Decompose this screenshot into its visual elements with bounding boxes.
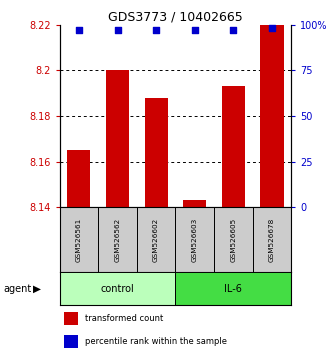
Text: control: control	[101, 284, 134, 293]
Bar	[222, 86, 245, 207]
Bar	[175, 207, 214, 272]
Bar	[60, 272, 175, 305]
Text: ▶: ▶	[33, 284, 41, 293]
Text: GSM526678: GSM526678	[269, 218, 275, 262]
Bar	[64, 312, 78, 325]
Bar	[60, 207, 98, 272]
Text: GSM526562: GSM526562	[115, 218, 120, 262]
Title: GDS3773 / 10402665: GDS3773 / 10402665	[108, 11, 243, 24]
Point	[192, 27, 197, 33]
Bar	[214, 207, 253, 272]
Bar	[253, 207, 291, 272]
Point	[115, 27, 120, 33]
Text: agent: agent	[3, 284, 31, 293]
Text: transformed count: transformed count	[85, 314, 163, 323]
Bar	[64, 335, 78, 348]
Bar	[183, 200, 206, 207]
Bar	[260, 25, 284, 207]
Text: GSM526561: GSM526561	[76, 218, 82, 262]
Bar	[67, 150, 90, 207]
Bar	[106, 70, 129, 207]
Text: IL-6: IL-6	[224, 284, 242, 293]
Point	[154, 27, 159, 33]
Point	[76, 27, 81, 33]
Bar	[98, 207, 137, 272]
Bar	[175, 272, 291, 305]
Point	[231, 27, 236, 33]
Bar	[145, 98, 168, 207]
Text: GSM526605: GSM526605	[230, 218, 236, 262]
Text: percentile rank within the sample: percentile rank within the sample	[85, 337, 227, 346]
Text: GSM526603: GSM526603	[192, 218, 198, 262]
Text: GSM526602: GSM526602	[153, 218, 159, 262]
Point	[269, 25, 275, 31]
Bar	[137, 207, 175, 272]
